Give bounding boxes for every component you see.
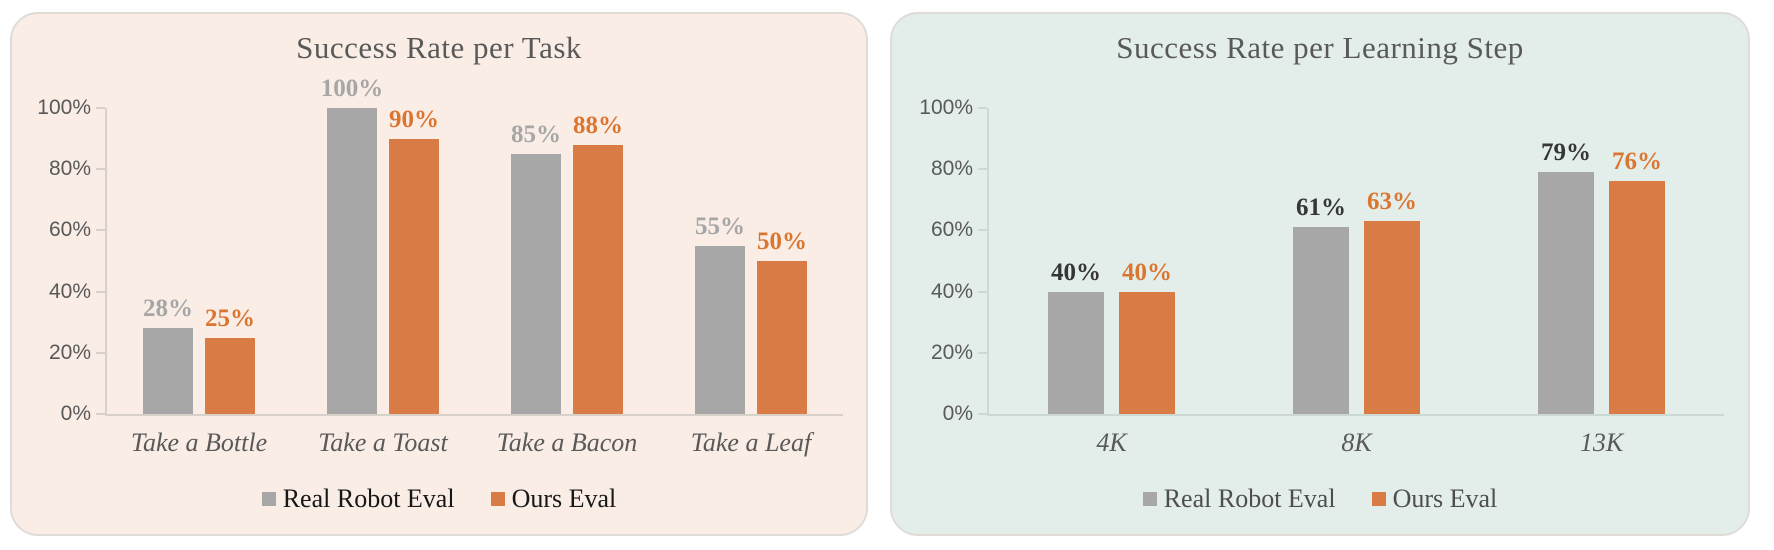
bar-value-label: 55% (695, 212, 745, 240)
bar: 100% (321, 75, 383, 414)
y-tick-mark (96, 229, 105, 232)
category-label: Take a Bacon (496, 428, 638, 457)
y-tick-mark (978, 107, 987, 109)
legend: Real Robot Eval Ours Eval (892, 484, 1748, 514)
category-label: Take a Bottle (130, 428, 268, 457)
y-axis-line (105, 108, 107, 414)
category-label: 8K (1341, 428, 1372, 457)
y-tick-mark (96, 290, 105, 293)
y-tick-label: 60% (930, 218, 973, 242)
legend-label: Ours Eval (511, 484, 617, 513)
bar-value-label: 63% (1367, 188, 1417, 216)
bar-value-label: 28% (143, 295, 193, 323)
legend-label: Real Robot Eval (1163, 484, 1336, 513)
learning-step-chart-panel: Success Rate per Learning Step 100% 80% 60… (890, 12, 1750, 536)
y-tick-mark (978, 290, 987, 293)
y-tick-label: 100% (37, 96, 91, 119)
y-tick-mark (978, 229, 987, 232)
y-tick-mark (978, 168, 987, 171)
legend-item: Real Robot Eval (1142, 484, 1336, 514)
y-tick-label: 40% (48, 279, 91, 303)
category-labels: 4K 8K 13K (989, 428, 1724, 458)
legend-item: Ours Eval (1371, 484, 1498, 514)
y-tick-mark (978, 413, 987, 415)
category-label: 4K (1096, 428, 1127, 457)
bar-value-label: 85% (511, 120, 561, 148)
bar-group: 61% 63% (1234, 108, 1479, 414)
legend-label: Real Robot Eval (282, 484, 455, 513)
y-tick-mark (96, 107, 105, 109)
y-tick-mark (96, 413, 105, 415)
category-labels: Take a Bottle Take a Toast Take a Bacon Tak… (107, 428, 843, 458)
x-axis-line (987, 414, 1724, 416)
bar: 61% (1293, 194, 1349, 414)
legend-swatch (1371, 492, 1386, 506)
bar: 90% (389, 106, 439, 414)
bar-value-label: 25% (205, 304, 255, 332)
y-axis-tick-labels: 100% 80% 60% 40% 20% 0% (12, 96, 107, 425)
bar-value-label: 88% (573, 111, 623, 139)
bar-value-label: 61% (1296, 194, 1346, 222)
y-tick-label: 20% (930, 340, 973, 364)
y-axis-tick-labels: 100% 80% 60% 40% 20% 0% (892, 96, 989, 425)
legend-swatch (490, 492, 505, 506)
y-tick-mark (96, 168, 105, 171)
y-tick-label: 20% (48, 340, 91, 364)
chart-title: Success Rate per Learning Step (1116, 30, 1524, 65)
legend-label: Ours Eval (1392, 484, 1498, 513)
bar-group: 40% 40% (989, 108, 1234, 414)
plot-area: 28% 25% 100% 90% 85% 88% 55% 50% (96, 75, 843, 416)
legend-item: Ours Eval (490, 484, 617, 514)
bar: 50% (757, 228, 807, 414)
y-tick-label: 80% (48, 157, 91, 181)
y-tick-label: 100% (919, 96, 973, 119)
bar-value-label: 76% (1612, 148, 1662, 176)
bar: 28% (143, 295, 193, 414)
bar-groups: 28% 25% 100% 90% 85% 88% 55% 50% (107, 75, 843, 414)
bar-group: 100% 90% (291, 75, 475, 414)
bar: 40% (1119, 259, 1175, 414)
bar: 25% (205, 305, 255, 414)
bar: 40% (1048, 259, 1104, 414)
bar-group: 28% 25% (107, 108, 291, 414)
y-axis-line (987, 108, 989, 414)
category-label: 13K (1579, 428, 1624, 457)
bar-group: 79% 76% (1479, 108, 1724, 414)
bar-value-label: 79% (1541, 139, 1591, 167)
bar: 79% (1538, 139, 1594, 414)
bar-value-label: 90% (389, 105, 439, 133)
bar-value-label: 50% (757, 228, 807, 255)
category-label: Take a Leaf (690, 428, 812, 457)
y-tick-mark (96, 351, 105, 354)
bar: 85% (511, 121, 561, 414)
bar-value-label: 40% (1051, 258, 1101, 286)
bar: 55% (695, 213, 745, 414)
y-tick-label: 0% (60, 402, 91, 425)
bar-value-label: 40% (1122, 258, 1172, 286)
x-axis-line (105, 414, 843, 416)
legend-swatch (1142, 492, 1157, 506)
legend-swatch (261, 492, 276, 506)
bar-group: 85% 88% (475, 108, 659, 414)
bar: 76% (1609, 148, 1665, 414)
legend: Real Robot Eval Ours Eval (12, 484, 866, 514)
y-tick-label: 0% (942, 402, 973, 425)
plot-area: 40% 40% 61% 63% 79% 76% (978, 107, 1724, 416)
bar-groups: 40% 40% 61% 63% 79% 76% (989, 108, 1724, 414)
bar-group: 55% 50% (659, 108, 843, 414)
chart-title: Success Rate per Task (296, 30, 582, 65)
y-tick-label: 40% (930, 279, 973, 303)
task-success-chart-panel: Success Rate per Task 100% 80% 60% 40% 20% 0%… (10, 12, 868, 536)
bar: 63% (1364, 188, 1420, 414)
category-label: Take a Toast (318, 428, 448, 457)
y-tick-label: 60% (48, 218, 91, 242)
y-tick-label: 80% (930, 157, 973, 181)
y-tick-mark (978, 351, 987, 354)
bar-value-label: 100% (320, 75, 384, 102)
legend-item: Real Robot Eval (261, 484, 455, 514)
bar: 88% (573, 112, 623, 414)
